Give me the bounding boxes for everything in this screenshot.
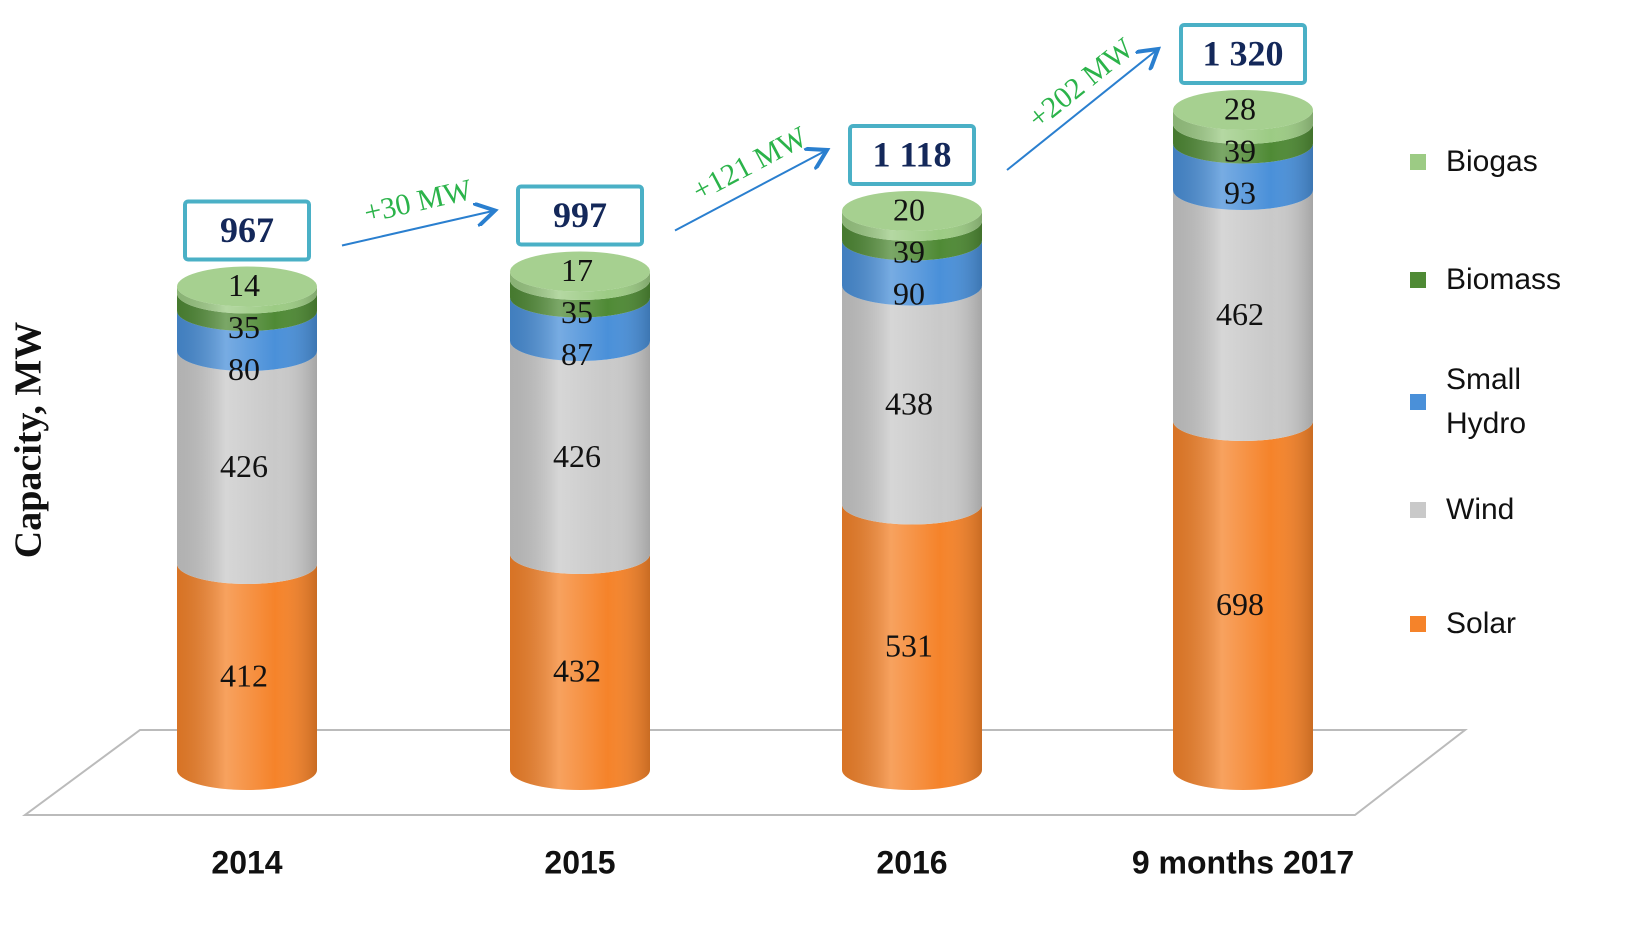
- segment-label: 17: [561, 252, 593, 288]
- segment-shade: [177, 564, 317, 790]
- x-tick-label: 2016: [876, 844, 947, 880]
- y-axis-label: Capacity, MW: [8, 322, 50, 558]
- segment-shade: [510, 341, 650, 574]
- legend-item: Biogas: [1410, 140, 1571, 184]
- segment-shade: [842, 240, 982, 306]
- segment-shade: [1173, 421, 1313, 790]
- segment-shade: [510, 554, 650, 790]
- segment-shade: [842, 504, 982, 790]
- legend-item: Solar: [1410, 602, 1571, 646]
- increase-arrow: [341, 211, 495, 247]
- legend-label: Biomass: [1446, 263, 1562, 296]
- legend-item: Wind: [1410, 488, 1571, 532]
- segment-shade: [510, 297, 650, 361]
- floor: [21, 729, 1468, 816]
- legend-label: Biogas: [1446, 145, 1538, 178]
- segment-shade: [177, 286, 317, 314]
- x-tick-label: 9 months 2017: [1132, 844, 1354, 880]
- segment-label: 531: [885, 628, 933, 664]
- increase-label: +121 MW: [687, 120, 813, 208]
- segment-label: 412: [220, 657, 268, 693]
- legend-swatch: [1410, 394, 1426, 410]
- segment-label: 426: [553, 438, 601, 474]
- segment-shade: [510, 280, 650, 318]
- segment-label: 20: [893, 191, 925, 227]
- top-cap: [510, 251, 650, 292]
- segment-shade: [842, 221, 982, 261]
- legend-label: Small Hydro: [1446, 363, 1527, 440]
- top-cap: [177, 266, 317, 307]
- increase-label: +30 MW: [361, 173, 476, 230]
- legend-swatch: [1410, 154, 1426, 170]
- x-tick-label: 2014: [211, 844, 282, 880]
- segment-label: 432: [553, 652, 601, 688]
- segment-label: 80: [228, 351, 260, 387]
- segment-label: 90: [893, 275, 925, 311]
- total-label: 967: [220, 210, 274, 250]
- segment-shade: [1173, 124, 1313, 164]
- total-box: [848, 124, 976, 186]
- segment-shade: [842, 285, 982, 525]
- segment-label: 39: [893, 233, 925, 269]
- legend-label: Wind: [1446, 493, 1515, 526]
- legend-label: Solar: [1446, 607, 1517, 640]
- total-label: 1 320: [1203, 33, 1284, 73]
- total-box: [183, 199, 311, 262]
- segment-shade: [842, 211, 982, 241]
- segment-label: 426: [220, 448, 268, 484]
- x-tick-label: 2015: [544, 844, 615, 880]
- segment-label: 14: [228, 267, 260, 303]
- increase-label: +202 MW: [1022, 31, 1140, 135]
- legend-swatch: [1410, 272, 1426, 288]
- total-box: [1179, 23, 1307, 85]
- legend-swatch: [1410, 616, 1426, 632]
- legend-item: Small Hydro: [1410, 358, 1571, 446]
- segment-shade: [510, 271, 650, 300]
- segment-shade: [177, 351, 317, 584]
- increase-arrow: [674, 150, 827, 232]
- total-label: 1 118: [872, 134, 951, 174]
- segment-label: 93: [1224, 174, 1256, 210]
- segment-label: 462: [1216, 296, 1264, 332]
- segment-shade: [1173, 110, 1313, 144]
- increase-arrow: [1006, 49, 1158, 171]
- segment-label: 39: [1224, 132, 1256, 168]
- segment-shade: [177, 293, 317, 331]
- segment-label: 438: [885, 385, 933, 421]
- legend-swatch: [1410, 502, 1426, 518]
- segment-label: 87: [561, 336, 593, 372]
- segment-label: 28: [1224, 90, 1256, 126]
- segment-label: 35: [228, 309, 260, 345]
- top-cap: [842, 191, 982, 231]
- segment-shade: [1173, 143, 1313, 210]
- segment-shade: [1173, 190, 1313, 441]
- legend-item: Biomass: [1410, 258, 1571, 302]
- total-box: [516, 184, 644, 247]
- segment-label: 698: [1216, 586, 1264, 622]
- segment-label: 35: [561, 294, 593, 330]
- top-cap: [1173, 90, 1313, 130]
- total-label: 997: [553, 195, 607, 235]
- segment-shade: [177, 311, 317, 371]
